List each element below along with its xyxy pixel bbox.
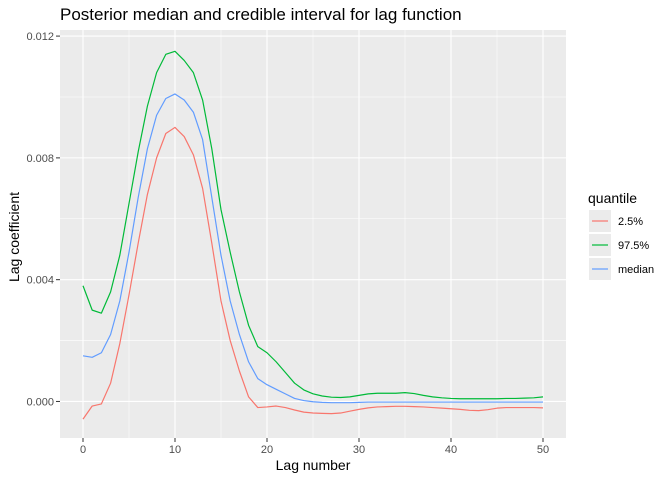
x-tick-label: 10 — [169, 444, 181, 456]
x-tick-label: 50 — [537, 444, 549, 456]
x-tick-label: 20 — [261, 444, 273, 456]
x-axis-title: Lag number — [276, 457, 351, 473]
series-line-0 — [82, 126, 544, 420]
series-lines — [82, 50, 544, 420]
series-line-1 — [82, 50, 544, 400]
legend-title: quantile — [588, 190, 637, 206]
y-axis-ticks: 0.000 0.004 0.008 0.012 — [26, 31, 60, 408]
legend-label: 2.5% — [618, 216, 643, 228]
x-axis-ticks: 0 10 20 30 40 50 — [80, 438, 549, 456]
chart-title: Posterior median and credible interval f… — [60, 5, 462, 24]
x-tick-label: 0 — [80, 444, 86, 456]
legend-label: median — [618, 264, 654, 276]
legend-label: 97.5% — [618, 240, 649, 252]
x-tick-label: 30 — [353, 444, 365, 456]
x-tick-label: 40 — [445, 444, 457, 456]
series-line-2 — [82, 93, 543, 404]
y-axis-title: Lag coefficient — [6, 192, 22, 282]
y-tick-label: 0.004 — [26, 275, 54, 287]
minor-gridlines — [60, 30, 566, 438]
legend: quantile 2.5% 97.5% median — [588, 190, 654, 280]
y-tick-label: 0.008 — [26, 153, 54, 165]
y-tick-label: 0.000 — [26, 396, 54, 408]
y-tick-label: 0.012 — [26, 31, 54, 43]
